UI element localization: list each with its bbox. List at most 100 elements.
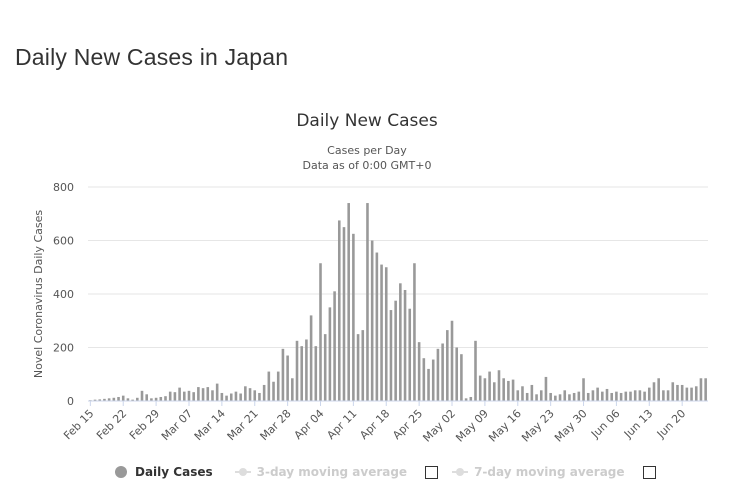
bar[interactable] bbox=[342, 227, 346, 401]
bar[interactable] bbox=[563, 390, 567, 401]
bar[interactable] bbox=[159, 396, 163, 401]
bar[interactable] bbox=[337, 220, 341, 401]
bar[interactable] bbox=[568, 394, 571, 401]
bar[interactable] bbox=[131, 399, 134, 401]
bar[interactable] bbox=[591, 390, 595, 401]
bar[interactable] bbox=[586, 392, 590, 401]
bar[interactable] bbox=[446, 330, 449, 401]
bar[interactable] bbox=[154, 397, 158, 401]
bar[interactable] bbox=[605, 388, 609, 401]
legend-item-3day-average[interactable]: 3-day moving average bbox=[234, 465, 407, 479]
bar[interactable] bbox=[478, 375, 482, 401]
bar[interactable] bbox=[394, 300, 397, 401]
bar[interactable] bbox=[704, 378, 707, 401]
bar[interactable] bbox=[112, 397, 116, 401]
bar[interactable] bbox=[469, 396, 473, 401]
bar[interactable] bbox=[126, 398, 130, 401]
bar[interactable] bbox=[305, 339, 308, 401]
bar[interactable] bbox=[685, 387, 689, 401]
bar[interactable] bbox=[516, 390, 520, 401]
bar[interactable] bbox=[450, 320, 454, 401]
bar[interactable] bbox=[652, 382, 656, 401]
bar[interactable] bbox=[107, 398, 111, 401]
bar[interactable] bbox=[291, 378, 294, 401]
bar[interactable] bbox=[225, 395, 228, 401]
bar[interactable] bbox=[507, 380, 510, 401]
bar[interactable] bbox=[431, 359, 435, 401]
bar[interactable] bbox=[248, 388, 252, 401]
bar[interactable] bbox=[492, 382, 496, 401]
bar[interactable] bbox=[121, 395, 125, 401]
bar[interactable] bbox=[638, 390, 642, 401]
bar[interactable] bbox=[554, 395, 557, 401]
bar[interactable] bbox=[530, 384, 534, 401]
bar[interactable] bbox=[98, 399, 102, 401]
bar[interactable] bbox=[629, 391, 632, 401]
bar[interactable] bbox=[676, 384, 679, 401]
bar[interactable] bbox=[521, 386, 524, 401]
bar[interactable] bbox=[690, 387, 693, 401]
bar[interactable] bbox=[281, 348, 285, 401]
bar[interactable] bbox=[276, 371, 280, 401]
bar[interactable] bbox=[150, 398, 153, 401]
bar[interactable] bbox=[544, 376, 548, 401]
bar[interactable] bbox=[694, 386, 698, 401]
bar[interactable] bbox=[286, 355, 289, 401]
checkbox-3day-average[interactable] bbox=[425, 465, 439, 479]
bar[interactable] bbox=[140, 390, 144, 401]
bar[interactable] bbox=[300, 346, 304, 401]
bar[interactable] bbox=[535, 394, 538, 401]
bar[interactable] bbox=[244, 386, 247, 401]
bar[interactable] bbox=[197, 387, 200, 401]
bar[interactable] bbox=[295, 340, 299, 401]
bar[interactable] bbox=[610, 392, 614, 401]
bar[interactable] bbox=[253, 390, 257, 401]
bar[interactable] bbox=[328, 307, 332, 401]
bar[interactable] bbox=[187, 390, 191, 401]
bar[interactable] bbox=[699, 378, 703, 401]
bar[interactable] bbox=[220, 392, 224, 401]
bar[interactable] bbox=[389, 310, 393, 401]
bar[interactable] bbox=[370, 240, 374, 402]
bar[interactable] bbox=[619, 392, 623, 401]
checkbox-7day-average[interactable] bbox=[642, 465, 656, 479]
bar[interactable] bbox=[93, 399, 97, 401]
bar[interactable] bbox=[511, 379, 515, 401]
bar[interactable] bbox=[380, 264, 383, 401]
bar[interactable] bbox=[229, 393, 233, 401]
bar[interactable] bbox=[323, 334, 327, 401]
bar[interactable] bbox=[136, 397, 139, 401]
bar[interactable] bbox=[582, 378, 585, 401]
bar[interactable] bbox=[361, 330, 365, 401]
bar[interactable] bbox=[399, 283, 402, 401]
bar[interactable] bbox=[103, 398, 106, 401]
bar[interactable] bbox=[624, 391, 628, 401]
bar[interactable] bbox=[215, 383, 219, 401]
bar[interactable] bbox=[234, 391, 238, 401]
legend-item-7day-average[interactable]: 7-day moving average bbox=[452, 465, 625, 479]
bar[interactable] bbox=[474, 340, 477, 401]
bar[interactable] bbox=[666, 390, 670, 401]
bar[interactable] bbox=[615, 391, 618, 401]
bar[interactable] bbox=[352, 233, 355, 401]
bar[interactable] bbox=[657, 378, 660, 401]
bar[interactable] bbox=[201, 388, 205, 401]
bar[interactable] bbox=[117, 396, 120, 401]
bar[interactable] bbox=[262, 384, 266, 401]
bar[interactable] bbox=[460, 354, 463, 401]
bar[interactable] bbox=[211, 390, 214, 401]
bar[interactable] bbox=[483, 378, 487, 401]
bar[interactable] bbox=[192, 392, 195, 401]
bar[interactable] bbox=[455, 347, 459, 402]
bar[interactable] bbox=[384, 267, 388, 401]
bar[interactable] bbox=[309, 315, 313, 401]
bar[interactable] bbox=[347, 203, 350, 401]
bar[interactable] bbox=[647, 387, 651, 401]
bar[interactable] bbox=[671, 382, 675, 401]
bar[interactable] bbox=[422, 358, 426, 401]
bar[interactable] bbox=[643, 391, 646, 401]
bar[interactable] bbox=[319, 263, 322, 401]
bar[interactable] bbox=[633, 390, 637, 401]
bar[interactable] bbox=[596, 387, 599, 401]
bar[interactable] bbox=[239, 393, 242, 401]
